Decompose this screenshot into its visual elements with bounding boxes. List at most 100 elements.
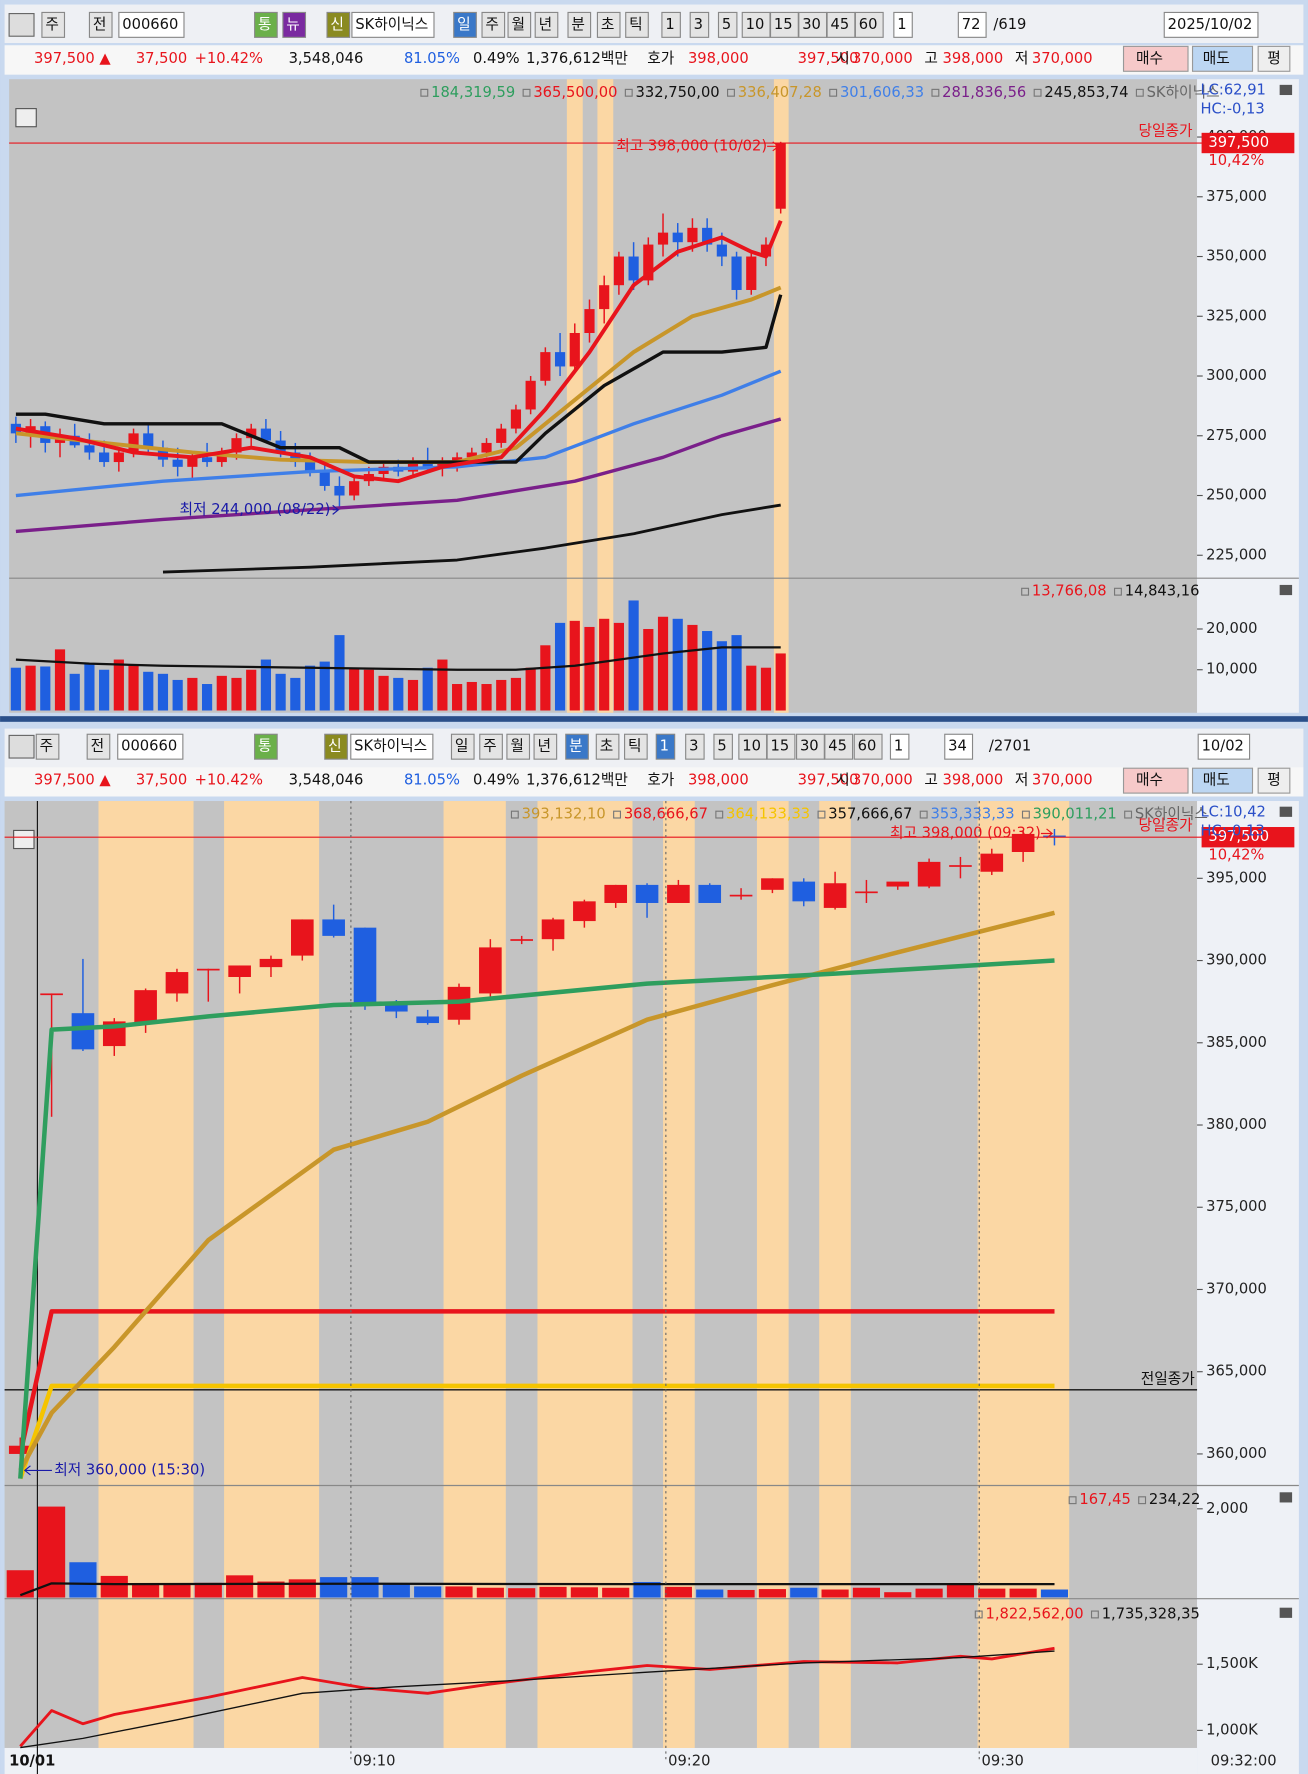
toolbar-button[interactable] (533, 733, 558, 760)
toolbar-label[interactable]: 15 (771, 738, 790, 755)
toolbar-label[interactable]: SK하이닉스 (354, 738, 427, 755)
toolbar-button[interactable] (944, 733, 974, 760)
toolbar-button[interactable] (350, 733, 434, 760)
toolbar-button[interactable] (595, 733, 620, 760)
info-field[interactable]: 매도 (1203, 50, 1230, 67)
toolbar-label[interactable]: 3 (689, 738, 698, 755)
toolbar-label[interactable]: 뉴 (286, 16, 300, 33)
sell-button[interactable] (1191, 45, 1254, 72)
toolbar-button[interactable] (254, 733, 278, 760)
toolbar-label[interactable]: 분 (571, 16, 585, 33)
toolbar-label[interactable]: 월 (511, 16, 525, 33)
avg-button[interactable] (1257, 767, 1291, 794)
toolbar-label[interactable]: 주 (483, 738, 497, 755)
toolbar-label[interactable]: 초 (601, 16, 615, 33)
toolbar-label[interactable]: 주 (40, 738, 54, 755)
toolbar-label[interactable]: 3 (694, 16, 703, 33)
avg-button[interactable] (1257, 45, 1291, 72)
toolbar-label[interactable]: /2701 (989, 738, 1031, 755)
toolbar-button[interactable] (853, 733, 883, 760)
toolbar-button[interactable] (766, 733, 796, 760)
toolbar-label[interactable]: 60 (858, 738, 877, 755)
toolbar-button[interactable] (713, 733, 733, 760)
toolbar-label[interactable]: 1 (660, 738, 669, 755)
toolbar-label[interactable]: 일 (457, 16, 471, 33)
toolbar-label[interactable]: 10/02 (1202, 738, 1244, 755)
pane-close[interactable] (1279, 1607, 1293, 1618)
toolbar-button[interactable] (824, 733, 854, 760)
toolbar-button[interactable] (479, 733, 503, 760)
window-icon[interactable] (8, 13, 35, 37)
toolbar-button[interactable] (326, 11, 351, 38)
toolbar-label[interactable]: 60 (859, 16, 878, 33)
toolbar-button[interactable] (481, 11, 506, 38)
toolbar-button[interactable] (738, 733, 768, 760)
toolbar-label[interactable]: 5 (722, 16, 731, 33)
toolbar-button[interactable] (854, 11, 884, 38)
toolbar-button[interactable] (889, 733, 910, 760)
toolbar-button[interactable] (41, 11, 66, 38)
window-icon[interactable] (8, 734, 35, 759)
toolbar-label[interactable]: 틱 (629, 16, 643, 33)
toolbar-button[interactable] (351, 11, 435, 38)
toolbar-button[interactable] (506, 733, 531, 760)
toolbar-label[interactable]: 5 (717, 738, 726, 755)
toolbar-button[interactable] (118, 11, 185, 38)
toolbar-button[interactable] (957, 11, 987, 38)
toolbar-label[interactable]: 30 (800, 738, 819, 755)
toolbar-label[interactable]: 1 (665, 16, 674, 33)
toolbar-label[interactable]: 틱 (628, 738, 642, 755)
toolbar-button[interactable] (534, 11, 559, 38)
toolbar-button[interactable] (893, 11, 913, 38)
toolbar-button[interactable] (565, 733, 589, 760)
toolbar-label[interactable]: 34 (948, 738, 967, 755)
settings-icon[interactable] (13, 829, 35, 850)
toolbar-label[interactable]: 10 (746, 16, 765, 33)
toolbar-button[interactable] (35, 733, 60, 760)
toolbar-button[interactable] (254, 11, 278, 38)
toolbar-label[interactable]: 1 (894, 738, 903, 755)
toolbar-label[interactable]: 신 (328, 738, 342, 755)
toolbar-button[interactable] (596, 11, 621, 38)
toolbar-label[interactable]: 일 (455, 738, 469, 755)
toolbar-button[interactable] (282, 11, 307, 38)
toolbar-button[interactable] (86, 733, 111, 760)
toolbar-button[interactable] (450, 733, 475, 760)
toolbar-button[interactable] (741, 11, 771, 38)
toolbar-button[interactable] (655, 733, 676, 760)
info-field[interactable]: 평 (1267, 50, 1281, 67)
toolbar-label[interactable]: 30 (802, 16, 821, 33)
toolbar-button[interactable] (685, 733, 705, 760)
toolbar-button[interactable] (717, 11, 738, 38)
buy-button[interactable] (1122, 45, 1189, 72)
toolbar-label[interactable]: 년 (539, 16, 553, 33)
toolbar-button[interactable] (625, 11, 649, 38)
toolbar-button[interactable] (453, 11, 477, 38)
toolbar-button[interactable] (567, 11, 592, 38)
pane-close[interactable] (1279, 584, 1293, 596)
toolbar-label[interactable]: 전 (93, 16, 107, 33)
toolbar-label[interactable]: 10 (742, 738, 761, 755)
toolbar-button[interactable] (88, 11, 113, 38)
info-field[interactable]: 매도 (1203, 772, 1230, 789)
toolbar-button[interactable] (689, 11, 710, 38)
toolbar-button[interactable] (1197, 733, 1251, 760)
toolbar-label[interactable]: 주 (45, 16, 59, 33)
toolbar-button[interactable] (117, 733, 184, 760)
settings-icon[interactable] (15, 108, 37, 128)
toolbar-button[interactable] (324, 733, 348, 760)
toolbar-button[interactable] (507, 11, 532, 38)
toolbar-label[interactable]: 45 (830, 16, 849, 33)
toolbar-button[interactable] (661, 11, 681, 38)
toolbar-label[interactable]: 주 (485, 16, 499, 33)
info-field[interactable]: 매수 (1136, 772, 1163, 789)
info-field[interactable]: 평 (1267, 772, 1281, 789)
toolbar-label[interactable]: 신 (330, 16, 344, 33)
toolbar-label[interactable]: 1 (897, 16, 906, 33)
toolbar-label[interactable]: 통 (258, 16, 272, 33)
toolbar-label[interactable]: 통 (258, 738, 272, 755)
toolbar-button[interactable] (1163, 11, 1259, 38)
sell-button[interactable] (1191, 767, 1254, 794)
toolbar-label[interactable]: 년 (537, 738, 551, 755)
toolbar-label[interactable]: /619 (993, 16, 1026, 33)
